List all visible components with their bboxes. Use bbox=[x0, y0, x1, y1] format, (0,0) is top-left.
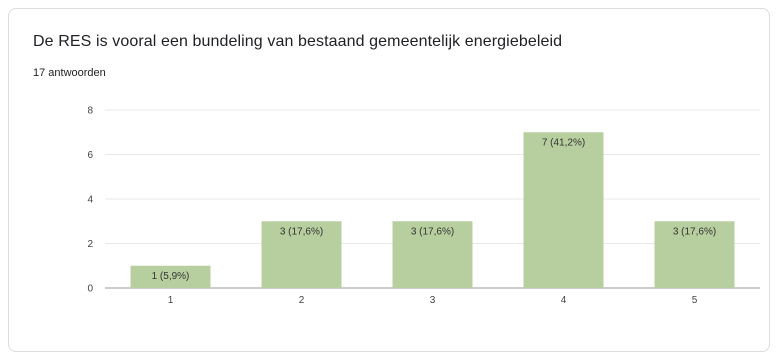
bar-data-label: 1 (5,9%) bbox=[152, 271, 190, 282]
x-tick-label: 3 bbox=[430, 295, 436, 306]
bar-data-label: 7 (41,2%) bbox=[542, 137, 585, 148]
bar-data-label: 3 (17,6%) bbox=[280, 226, 323, 237]
response-count: 17 antwoorden bbox=[33, 67, 106, 79]
bar bbox=[392, 221, 473, 288]
y-tick-label: 4 bbox=[87, 195, 93, 206]
bar bbox=[261, 221, 342, 288]
x-tick-label: 4 bbox=[561, 295, 567, 306]
chart-card: De RES is vooral een bundeling van besta… bbox=[8, 8, 770, 352]
bar bbox=[523, 132, 604, 288]
y-tick-label: 0 bbox=[87, 284, 93, 295]
x-tick-label: 5 bbox=[692, 295, 698, 306]
bar-data-label: 3 (17,6%) bbox=[673, 226, 716, 237]
bar bbox=[130, 265, 211, 288]
bar bbox=[654, 221, 735, 288]
y-tick-label: 6 bbox=[87, 150, 93, 161]
chart-title: De RES is vooral een bundeling van besta… bbox=[33, 33, 563, 50]
bar-data-label: 3 (17,6%) bbox=[411, 226, 454, 237]
y-tick-label: 2 bbox=[87, 239, 93, 250]
x-tick-label: 1 bbox=[168, 295, 174, 306]
y-tick-label: 8 bbox=[87, 106, 93, 117]
x-tick-label: 2 bbox=[299, 295, 305, 306]
